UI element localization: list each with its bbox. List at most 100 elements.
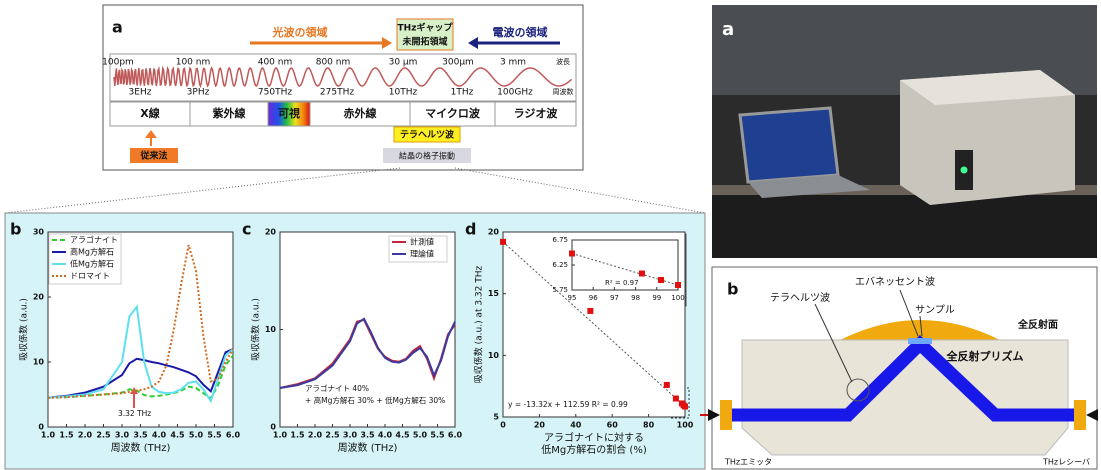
- y-tick-label: 0: [38, 423, 44, 432]
- y-tick-label: 20: [265, 228, 277, 237]
- x-tick-label: 5.0: [413, 431, 428, 440]
- legend-label: 高Mg方解石: [70, 247, 114, 257]
- surface-label: 全反射面: [1017, 318, 1058, 331]
- y-tick-label: 15: [488, 289, 500, 298]
- x-tick-label: 20: [534, 421, 546, 430]
- wavelength-label: 800 nm: [316, 58, 351, 68]
- x-tick-label: 4.5: [170, 431, 185, 440]
- receiver: [1074, 400, 1086, 430]
- y-tick-label: 30: [33, 228, 45, 237]
- legend-label: 低Mg方解石: [70, 259, 114, 269]
- band-label: 紫外線: [213, 106, 246, 120]
- x-tick-label: 0: [500, 421, 506, 430]
- laptop-screen: [740, 108, 838, 182]
- legend-label: 理論値: [410, 249, 434, 259]
- x-tick-label: 2.5: [325, 431, 340, 440]
- y-tick-label: 0: [270, 423, 276, 432]
- frequency-label: 1THz: [451, 88, 474, 98]
- point: [587, 308, 593, 314]
- x-axis-label: 低Mg方解石の割合 (%): [541, 443, 647, 456]
- lattice-label: 結晶の格子振動: [399, 151, 455, 161]
- point: [569, 251, 575, 257]
- x-tick-label: 5.5: [430, 431, 445, 440]
- band-label: X線: [140, 106, 159, 120]
- y-tick-label: 6.25: [552, 261, 568, 269]
- panel-label: b: [10, 220, 21, 239]
- wavelength-label: 100pm: [102, 58, 134, 68]
- frequency-label: 275THz: [320, 88, 354, 98]
- annotation: 3.32 THz: [118, 409, 151, 418]
- y-tick-label: 20: [488, 228, 500, 237]
- thz-gap: 未開拓領域: [401, 36, 447, 48]
- y-tick-label: 10: [265, 325, 277, 334]
- frequency-label: 周波数: [553, 87, 574, 96]
- x-axis-label: 周波数 (THz): [111, 441, 171, 454]
- x-tick-label: 2.0: [308, 431, 323, 440]
- y-tick-label: 10: [488, 351, 500, 360]
- point: [682, 404, 688, 410]
- thz-gap: THzギャップ: [398, 22, 454, 34]
- x-tick-label: 4.0: [378, 431, 393, 440]
- x-tick-label: 2.5: [96, 431, 111, 440]
- wavelength-label: 300µm: [442, 58, 474, 68]
- x-tick-label: 80: [643, 421, 655, 430]
- frequency-label: 3PHz: [187, 88, 210, 98]
- x-tick-label: 6.0: [226, 431, 241, 440]
- bench: [712, 195, 1097, 258]
- x-tick-label: 3.0: [343, 431, 358, 440]
- x-tick-label: 97: [610, 294, 619, 302]
- annotation: R² = 0.97: [605, 279, 639, 287]
- frequency-label: 100GHz: [497, 88, 533, 98]
- wavelength-label: 3 mm: [500, 58, 526, 68]
- x-tick-label: 95: [568, 294, 577, 302]
- frequency-label: 10THz: [389, 88, 418, 98]
- x-tick-label: 3.5: [133, 431, 148, 440]
- prism-diagram: b エバネッセント波 テラヘルツ波 サンプル 全反射面 全反射プリズム THzエ…: [700, 267, 1098, 469]
- x-tick-label: 2.0: [78, 431, 93, 440]
- annotation: アラゴナイト 40%: [305, 383, 369, 393]
- x-tick-label: 1.0: [41, 431, 56, 440]
- x-tick-label: 1.5: [59, 431, 74, 440]
- sample-label: サンプル: [915, 304, 955, 316]
- y-tick-label: 10: [33, 358, 45, 367]
- band-label: 赤外線: [344, 106, 377, 120]
- x-tick-label: 99: [652, 294, 661, 302]
- point: [658, 277, 664, 283]
- annotation: + 高Mg方解石 30% + 低Mg方解石 30%: [305, 395, 445, 405]
- indicator: [961, 167, 968, 174]
- zoom-line: [455, 168, 705, 213]
- evanescent-spot: [908, 338, 932, 344]
- legend-label: ドロマイト: [70, 272, 110, 281]
- band-row: X線紫外線可視赤外線マイクロ波ラジオ波: [110, 102, 576, 126]
- annotation: y = -13.32x + 112.59 R² = 0.99: [508, 400, 628, 409]
- point: [675, 282, 681, 288]
- point: [639, 271, 645, 277]
- x-tick-label: 4.0: [152, 431, 167, 440]
- band-label: マイクロ波: [425, 106, 481, 120]
- x-tick-label: 3.5: [360, 431, 375, 440]
- frequency-label: 750THz: [258, 88, 292, 98]
- x-tick-label: 100: [671, 294, 684, 302]
- wavelength-label: 波長: [556, 57, 570, 66]
- terahertz-label: テラヘルツ波: [770, 291, 830, 304]
- x-tick-label: 60: [607, 421, 619, 430]
- conventional-label: 従来法: [139, 150, 167, 162]
- panel-label: c: [242, 220, 251, 239]
- x-axis-label: 周波数 (THz): [338, 441, 398, 454]
- evanescent-label: エバネッセント波: [855, 275, 935, 288]
- receiver-label: THzレシーバ: [1042, 458, 1090, 467]
- y-tick-label: 6.75: [552, 236, 568, 244]
- legend-label: アラゴナイト: [70, 235, 118, 245]
- frequency-label: 3EHz: [129, 88, 152, 98]
- radio-region: 電波の領域: [493, 25, 548, 39]
- x-tick-label: 1.5: [290, 431, 305, 440]
- emitter-label: THzエミッタ: [724, 458, 772, 467]
- light-region: 光波の領域: [272, 25, 328, 39]
- panel-label: a: [112, 18, 123, 37]
- x-tick-label: 3.0: [115, 431, 130, 440]
- band-label: ラジオ波: [514, 106, 559, 120]
- x-tick-label: 1.0: [273, 431, 288, 440]
- prism-label: 全反射プリズム: [946, 349, 1024, 363]
- y-axis-label: 吸収係数 (a.u.): [18, 298, 30, 361]
- y-tick-label: 5.75: [552, 286, 568, 294]
